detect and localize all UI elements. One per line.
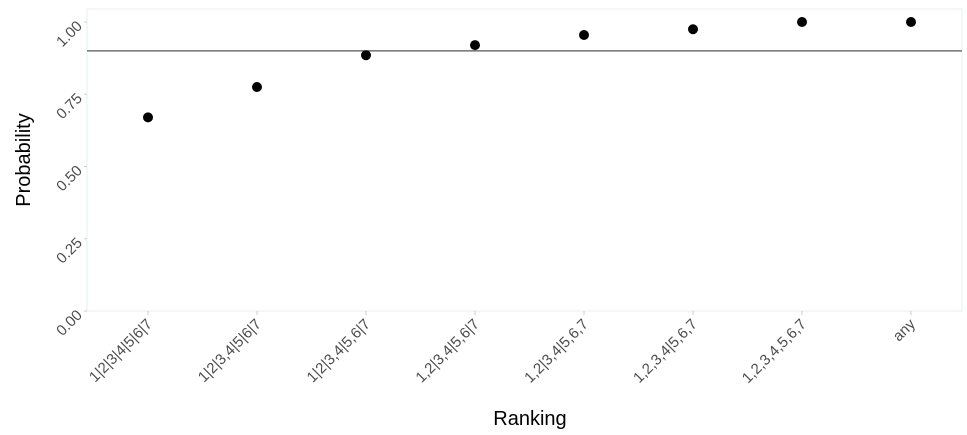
data-point [797,17,807,27]
x-tick-label: any [890,315,919,344]
data-point [579,30,589,41]
y-tick-label: 0.50 [53,162,86,195]
data-points [143,17,916,123]
x-tick-label: 1,2,3,4|5,6,7 [630,316,701,387]
data-point [361,50,371,61]
x-tick-label: 1,2|3,4|5,6,7 [521,316,592,387]
x-tick-label: 1|2|3,4|5|6|7 [195,316,265,386]
data-point [906,17,916,27]
x-axis-ticks: 1|2|3|4|5|6|7 1|2|3,4|5|6|7 1|2|3,4|5,6|7 1… [86,311,919,387]
panel-border [86,8,963,312]
y-tick-label: 1.00 [53,18,86,51]
x-tick-label: 1,2|3,4|5,6|7 [412,316,482,386]
x-tick-label: 1,2,3,4,5,6,7 [739,316,810,387]
data-point [470,40,480,51]
x-tick-label: 1|2|3|4|5|6|7 [86,316,156,386]
data-point [252,82,262,93]
y-tick-label: 0.25 [53,235,86,268]
x-axis-title: Ranking [493,408,566,430]
x-tick-label: 1|2|3,4|5,6|7 [304,316,374,386]
data-point [143,112,153,123]
y-tick-label: 0.75 [53,90,86,123]
y-tick-label: 0.00 [53,307,86,340]
y-axis-title: Probability [13,113,35,206]
data-point [688,24,698,35]
y-axis-ticks: 0.00 0.25 0.50 0.75 1.00 [53,18,87,340]
